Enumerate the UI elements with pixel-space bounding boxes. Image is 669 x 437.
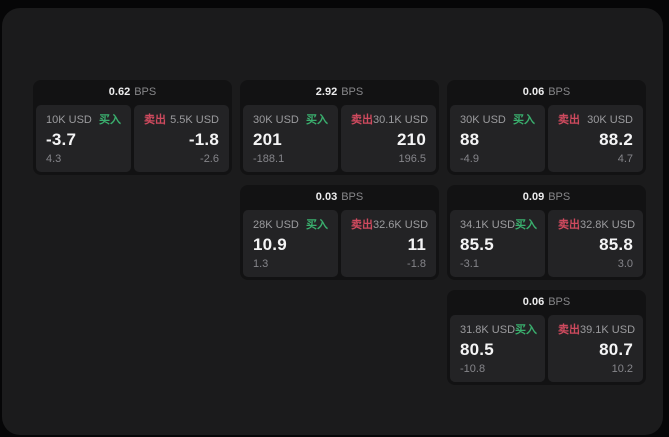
sell-delta: -1.8 (407, 258, 426, 270)
sell-delta: 10.2 (611, 363, 633, 375)
buy-panel[interactable]: 28K USD 买入 10.9 1.3 (243, 210, 338, 277)
buy-amount: 10K USD (46, 114, 92, 126)
app-window: 0.62 BPS 10K USD 买入 -3.7 4.3 卖出 5.5K USD… (2, 8, 663, 435)
buy-side-label: 买入 (306, 114, 328, 126)
sell-side-label: 卖出 (351, 114, 373, 126)
buy-amount: 30K USD (460, 114, 506, 126)
card-header: 0.03 BPS (243, 185, 436, 210)
quote-card: 0.03 BPS 28K USD 买入 10.9 1.3 卖出 32.6K US… (240, 185, 439, 280)
card-header: 0.09 BPS (450, 185, 643, 210)
buy-panel[interactable]: 10K USD 买入 -3.7 4.3 (36, 105, 131, 172)
sell-side-label: 卖出 (558, 114, 580, 126)
spread-value: 2.92 (315, 86, 338, 98)
spread-value: 0.09 (522, 191, 545, 203)
quote-card: 0.06 BPS 30K USD 买入 88 -4.9 卖出 30K USD 8… (447, 80, 646, 175)
quote-panels: 30K USD 买入 88 -4.9 卖出 30K USD 88.2 4.7 (450, 105, 643, 172)
buy-panel[interactable]: 30K USD 买入 201 -188.1 (243, 105, 338, 172)
sell-amount: 32.6K USD (373, 219, 429, 231)
spread-unit: BPS (341, 86, 364, 98)
buy-amount: 31.8K USD (460, 324, 516, 336)
buy-side-label: 买入 (513, 114, 535, 126)
buy-price: 80.5 (460, 340, 494, 359)
sell-panel[interactable]: 卖出 30K USD 88.2 4.7 (548, 105, 643, 172)
buy-amount: 30K USD (253, 114, 299, 126)
card-header: 2.92 BPS (243, 80, 436, 105)
buy-delta: 1.3 (253, 258, 269, 270)
buy-side-label: 买入 (515, 324, 538, 336)
buy-delta: -3.1 (460, 258, 479, 270)
buy-panel[interactable]: 30K USD 买入 88 -4.9 (450, 105, 545, 172)
buy-delta: 4.3 (46, 153, 62, 165)
quote-card: 0.09 BPS 34.1K USD 买入 85.5 -3.1 卖出 32.8K… (447, 185, 646, 280)
buy-amount: 28K USD (253, 219, 299, 231)
buy-delta: -10.8 (460, 363, 486, 375)
sell-amount: 32.8K USD (580, 219, 636, 231)
spread-unit: BPS (548, 296, 571, 308)
sell-delta: -2.6 (200, 153, 219, 165)
sell-price: 85.8 (599, 235, 633, 254)
sell-side-label: 卖出 (558, 324, 580, 336)
sell-side-label: 卖出 (351, 219, 373, 231)
sell-delta: 4.7 (617, 153, 633, 165)
buy-price: 201 (253, 130, 282, 149)
sell-price: 80.7 (599, 340, 633, 359)
quote-panels: 28K USD 买入 10.9 1.3 卖出 32.6K USD 11 -1.8 (243, 210, 436, 277)
quote-card: 0.62 BPS 10K USD 买入 -3.7 4.3 卖出 5.5K USD… (33, 80, 232, 175)
sell-panel[interactable]: 卖出 30.1K USD 210 196.5 (341, 105, 436, 172)
quote-panels: 10K USD 买入 -3.7 4.3 卖出 5.5K USD -1.8 -2.… (36, 105, 229, 172)
sell-amount: 5.5K USD (170, 114, 219, 126)
sell-panel[interactable]: 卖出 32.6K USD 11 -1.8 (341, 210, 436, 277)
sell-side-label: 卖出 (144, 114, 166, 126)
sell-delta: 3.0 (617, 258, 633, 270)
sell-amount: 30.1K USD (373, 114, 429, 126)
buy-price: 88 (460, 130, 480, 149)
buy-delta: -188.1 (253, 153, 285, 165)
quote-card: 2.92 BPS 30K USD 买入 201 -188.1 卖出 30.1K … (240, 80, 439, 175)
buy-panel[interactable]: 34.1K USD 买入 85.5 -3.1 (450, 210, 545, 277)
spread-unit: BPS (548, 86, 571, 98)
card-header: 0.06 BPS (450, 290, 643, 315)
spread-unit: BPS (548, 191, 571, 203)
buy-side-label: 买入 (515, 219, 538, 231)
sell-side-label: 卖出 (558, 219, 580, 231)
sell-price: 88.2 (599, 130, 633, 149)
quote-panels: 34.1K USD 买入 85.5 -3.1 卖出 32.8K USD 85.8… (450, 210, 643, 277)
quote-card-grid: 0.62 BPS 10K USD 买入 -3.7 4.3 卖出 5.5K USD… (33, 80, 646, 385)
sell-delta: 196.5 (398, 153, 426, 165)
sell-panel[interactable]: 卖出 32.8K USD 85.8 3.0 (548, 210, 643, 277)
buy-amount: 34.1K USD (460, 219, 516, 231)
buy-side-label: 买入 (99, 114, 121, 126)
sell-panel[interactable]: 卖出 39.1K USD 80.7 10.2 (548, 315, 643, 382)
buy-side-label: 买入 (306, 219, 328, 231)
sell-amount: 39.1K USD (580, 324, 636, 336)
spread-unit: BPS (341, 191, 364, 203)
card-header: 0.06 BPS (450, 80, 643, 105)
quote-panels: 30K USD 买入 201 -188.1 卖出 30.1K USD 210 1… (243, 105, 436, 172)
buy-delta: -4.9 (460, 153, 479, 165)
spread-value: 0.03 (315, 191, 338, 203)
sell-panel[interactable]: 卖出 5.5K USD -1.8 -2.6 (134, 105, 229, 172)
spread-value: 0.06 (522, 86, 545, 98)
spread-value: 0.06 (522, 296, 545, 308)
quote-panels: 31.8K USD 买入 80.5 -10.8 卖出 39.1K USD 80.… (450, 315, 643, 382)
spread-value: 0.62 (108, 86, 131, 98)
sell-price: -1.8 (188, 130, 219, 149)
spread-unit: BPS (134, 86, 157, 98)
buy-price: -3.7 (46, 130, 77, 149)
card-header: 0.62 BPS (36, 80, 229, 105)
sell-amount: 30K USD (587, 114, 633, 126)
buy-price: 10.9 (253, 235, 287, 254)
sell-price: 210 (397, 130, 426, 149)
buy-price: 85.5 (460, 235, 494, 254)
sell-price: 11 (407, 235, 426, 254)
quote-card: 0.06 BPS 31.8K USD 买入 80.5 -10.8 卖出 39.1… (447, 290, 646, 385)
buy-panel[interactable]: 31.8K USD 买入 80.5 -10.8 (450, 315, 545, 382)
